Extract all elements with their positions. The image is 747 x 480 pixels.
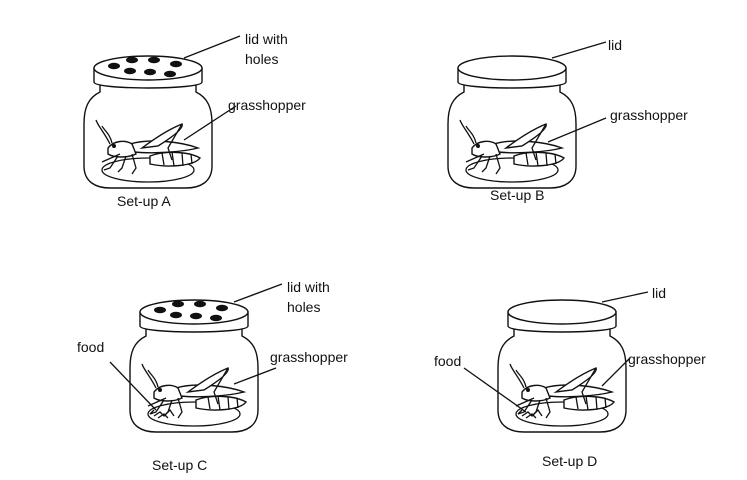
setup-b-lid-label: lid bbox=[608, 37, 622, 53]
setup-d-grasshopper-label: grasshopper bbox=[628, 351, 706, 367]
setup-b-caption: Set-up B bbox=[490, 187, 544, 203]
setup-b bbox=[447, 41, 607, 189]
setup-a-lid-label-line1: lid with bbox=[245, 31, 288, 47]
setup-a-caption: Set-up A bbox=[117, 193, 171, 209]
setup-c-grasshopper-label: grasshopper bbox=[270, 349, 348, 365]
setup-a-grasshopper-label: grasshopper bbox=[228, 97, 306, 113]
setup-a-lid-label-line2: holes bbox=[245, 51, 278, 67]
setup-a bbox=[83, 35, 241, 189]
setup-d-food-label: food bbox=[434, 353, 461, 369]
setup-c-caption: Set-up C bbox=[152, 457, 207, 473]
setup-c-lid-label-line1: lid with bbox=[287, 279, 330, 295]
setup-d bbox=[463, 291, 649, 433]
setup-c-food-label: food bbox=[77, 339, 104, 355]
setup-c bbox=[109, 283, 283, 433]
setup-d-lid-label: lid bbox=[652, 285, 666, 301]
setup-d-caption: Set-up D bbox=[542, 453, 597, 469]
setup-b-grasshopper-label: grasshopper bbox=[610, 107, 688, 123]
setup-c-lid-label-line2: holes bbox=[287, 299, 320, 315]
